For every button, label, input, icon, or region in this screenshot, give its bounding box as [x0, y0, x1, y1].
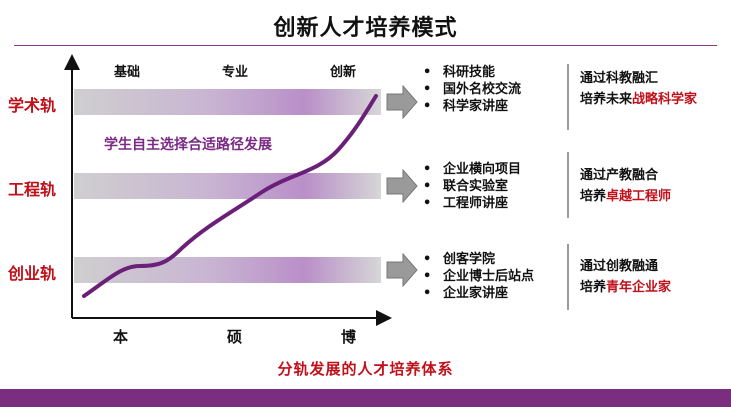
divider: [567, 152, 569, 218]
divider: [567, 64, 569, 130]
outcome-line: 培养未来战略科学家: [580, 92, 698, 107]
track-label-academic: 学术轨: [8, 96, 57, 115]
entrepreneur-activities-list: 创客学院 企业博士后站点 企业家讲座: [423, 251, 534, 302]
list-item: 企业博士后站点: [423, 268, 534, 285]
list-item: 企业家讲座: [423, 285, 534, 302]
stage-label-innovation: 创新: [330, 65, 357, 80]
development-curve: [82, 94, 378, 298]
stage-label-basic: 基础: [114, 65, 141, 80]
outcome-line: 通过创教融通: [580, 259, 659, 274]
outcome-line: 通过产教融合: [580, 168, 659, 183]
list-item: 科研技能: [423, 64, 521, 81]
outcome-highlight: 青年企业家: [606, 280, 672, 295]
divider: [567, 244, 569, 310]
track-band-engineering: [74, 173, 381, 199]
arrow-right-icon: [386, 253, 418, 287]
list-item: 国外名校交流: [423, 81, 521, 98]
degree-label-master: 硕: [227, 328, 243, 346]
curve-annotation: 学生自主选择合适路径发展: [104, 137, 272, 153]
outcome-line: 培养卓越工程师: [580, 189, 672, 204]
arrow-right-icon: [386, 169, 418, 203]
outcome-highlight: 战略科学家: [632, 92, 698, 107]
diagram-caption: 分轨发展的人才培养体系: [277, 360, 454, 378]
outcome-line: 培养青年企业家: [580, 280, 672, 295]
outcome-highlight: 卓越工程师: [606, 189, 672, 204]
engineering-activities-list: 企业横向项目 联合实验室 工程师讲座: [423, 161, 521, 212]
stage-label-professional: 专业: [222, 65, 249, 80]
track-label-entrepreneur: 创业轨: [8, 264, 57, 283]
title-divider: [14, 45, 717, 46]
footer-bar: [0, 389, 731, 407]
arrow-right-icon: [386, 85, 418, 119]
degree-label-bachelor: 本: [113, 328, 129, 346]
list-item: 工程师讲座: [423, 195, 521, 212]
engineering-outcome: 通过产教融合 培养卓越工程师: [580, 165, 671, 207]
list-item: 联合实验室: [423, 178, 521, 195]
list-item: 创客学院: [423, 251, 534, 268]
page-title: 创新人才培养模式: [273, 16, 458, 41]
list-item: 企业横向项目: [423, 161, 521, 178]
academic-outcome: 通过科教融汇 培养未来战略科学家: [580, 68, 697, 110]
degree-label-doctor: 博: [341, 328, 357, 346]
track-label-engineering: 工程轨: [8, 180, 57, 199]
entrepreneur-outcome: 通过创教融通 培养青年企业家: [580, 256, 671, 298]
track-band-academic: [74, 89, 381, 115]
list-item: 科学家讲座: [423, 98, 521, 115]
academic-activities-list: 科研技能 国外名校交流 科学家讲座: [423, 64, 521, 115]
outcome-line: 通过科教融汇: [580, 71, 659, 86]
